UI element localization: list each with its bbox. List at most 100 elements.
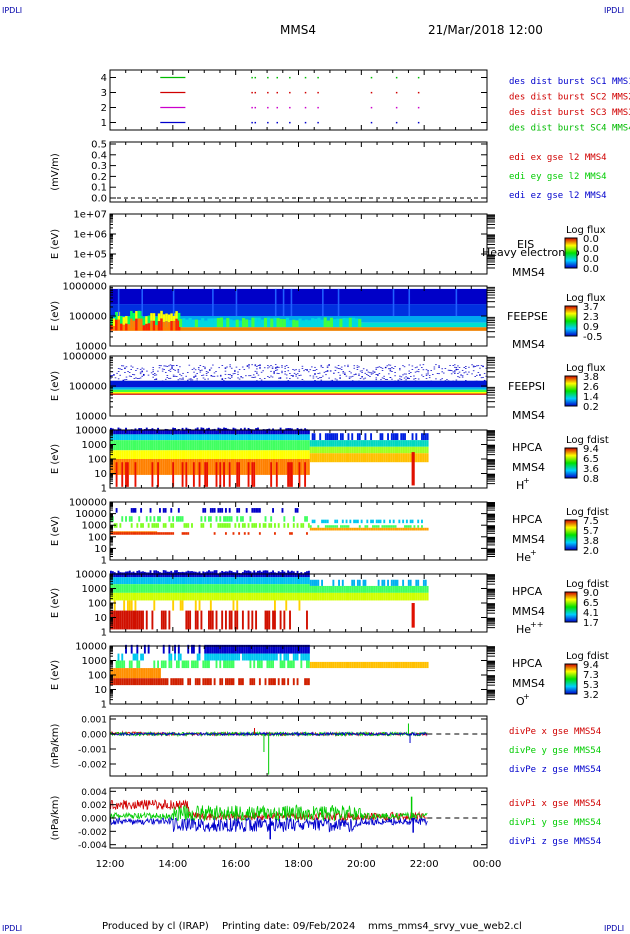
spectrogram-cell — [388, 453, 391, 463]
spectrogram-cell — [344, 373, 346, 375]
spectrogram-cell — [209, 577, 212, 585]
burst-mark — [254, 106, 257, 109]
spectrogram-cell — [206, 440, 209, 451]
spectrogram-cell — [192, 430, 195, 435]
spectrogram-cell — [285, 434, 288, 441]
y-tick-label: 10000 — [75, 509, 107, 520]
spectrogram-cell — [262, 644, 265, 654]
spectrogram-cell — [358, 453, 361, 463]
spectrogram-cell — [353, 446, 356, 454]
spectrogram-cell — [255, 644, 258, 654]
spectrogram-cell — [408, 364, 411, 366]
spectrogram-cell — [219, 508, 222, 513]
spectrogram-cell — [155, 678, 158, 686]
spectrogram-cell — [463, 367, 466, 368]
spectrogram-cell — [189, 459, 192, 475]
y-tick-label: 10000 — [75, 412, 107, 423]
spectrogram-cell — [270, 577, 273, 585]
spectrogram-cell — [132, 678, 135, 686]
spectrogram-cell — [170, 577, 173, 585]
spectrogram-cell — [399, 369, 401, 371]
spectrogram-cell — [381, 367, 384, 369]
spectrogram-cell — [360, 453, 363, 463]
spectrogram-cell — [149, 434, 152, 441]
spectrogram-cell — [150, 313, 153, 321]
spectrogram-cell — [392, 368, 395, 369]
spectrogram-cell — [253, 508, 256, 513]
spectrogram-cell — [117, 584, 120, 593]
legend-div: divPe z gse MMS54 — [509, 765, 601, 775]
spectrogram-cell — [134, 584, 137, 593]
spectrogram-cell — [287, 653, 290, 661]
spectrogram-cell — [123, 459, 126, 475]
spectrogram-cell — [411, 369, 414, 370]
spectrogram-cell — [381, 433, 384, 441]
spectrogram-cell — [183, 429, 186, 435]
spectrogram-cell — [143, 644, 146, 654]
legend-burst: des dist burst SC3 MMS3 — [509, 108, 630, 118]
spectrogram-cell — [142, 610, 144, 630]
spectrogram-cell — [298, 600, 301, 611]
spectrogram-cell — [191, 319, 195, 327]
spectrogram-cell — [270, 318, 274, 327]
spectrogram-cell — [123, 450, 126, 459]
spectrogram-cell — [142, 440, 144, 451]
spectrogram-cell — [307, 653, 310, 661]
spectrogram-cell — [255, 584, 258, 593]
spectrogram-cell — [379, 592, 382, 601]
spectrogram-cell — [375, 525, 378, 528]
spectrogram-cell — [234, 371, 236, 372]
spectrogram-cell — [145, 592, 148, 601]
spectrogram-cell — [392, 446, 395, 454]
spectrogram-cell — [204, 320, 208, 327]
spectrogram-cell — [187, 434, 190, 441]
y-axis-label: E (eV) — [50, 660, 61, 690]
spectrogram-cell — [341, 433, 344, 441]
spectrogram-cell — [296, 428, 299, 435]
spectrogram-cell — [217, 459, 220, 475]
spectrogram-cell — [460, 374, 462, 376]
spectrogram-cell — [202, 577, 205, 585]
spectrogram-cell — [419, 585, 422, 593]
spectrogram-cell — [168, 577, 171, 585]
spectrogram-cell — [211, 577, 214, 585]
spectrogram-cell — [179, 653, 182, 661]
spectrogram-cell — [152, 313, 156, 321]
corner-label-bl: IPDLI — [2, 924, 22, 933]
spectrogram-cell — [226, 644, 229, 654]
spectrogram-cell — [341, 661, 344, 669]
spectrogram-cell — [177, 440, 180, 451]
spectrogram-cell — [283, 678, 286, 686]
spectrogram-cell — [237, 373, 239, 375]
spectrogram-cell — [421, 374, 423, 376]
spectrogram-cell — [126, 600, 129, 611]
colorbar-tick-label: -0.5 — [583, 332, 603, 343]
spectrogram-cell — [317, 446, 320, 454]
colorbar-tick-label: 5.7 — [583, 526, 599, 537]
spectrogram-cell — [185, 375, 187, 377]
spectrogram-cell — [223, 577, 225, 585]
spectrogram-cell — [249, 660, 252, 669]
spectrogram-cell — [111, 678, 114, 686]
spectrogram-cell — [119, 592, 122, 601]
spectrogram-cell — [243, 440, 246, 451]
spectrogram-cell — [283, 644, 286, 654]
spectrogram-cell — [151, 577, 154, 585]
spectrogram-cell — [343, 661, 346, 669]
spectrogram-cell — [125, 577, 127, 585]
spectrogram-cell — [145, 316, 148, 324]
spectrogram-cell — [217, 523, 220, 528]
spectrogram-cell — [268, 440, 271, 451]
spectrogram-cell — [292, 440, 295, 451]
spectrogram-cell — [482, 366, 484, 368]
spectrogram-cell — [281, 366, 283, 368]
spectrogram-band — [110, 389, 487, 393]
spectrogram-cell — [279, 459, 282, 475]
spectrogram-cell — [243, 450, 246, 459]
y-tick-label: 1 — [101, 556, 107, 567]
spectrogram-cell — [319, 440, 322, 447]
spectrogram-cell — [300, 450, 303, 459]
spectrogram-cell — [289, 378, 291, 379]
spectrogram-cell — [128, 516, 131, 522]
spectrogram-cell — [237, 371, 239, 373]
